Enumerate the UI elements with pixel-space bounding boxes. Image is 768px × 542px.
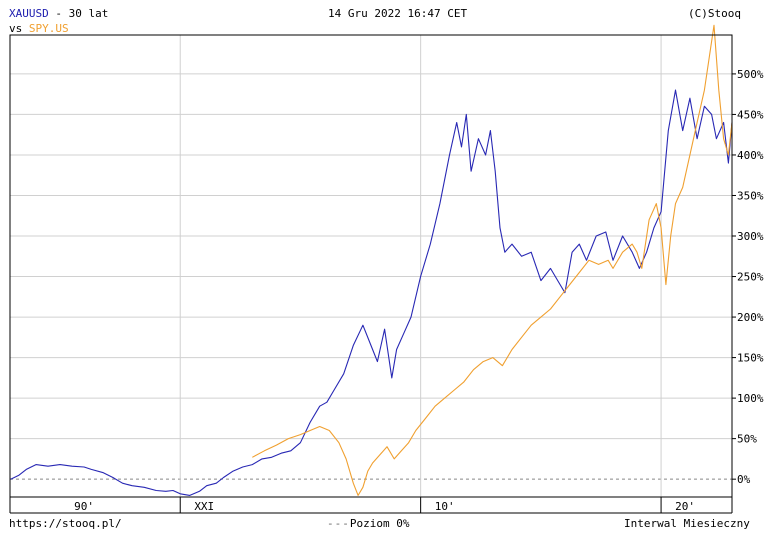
datetime-label: 14 Gru 2022 16:47 CET [328,7,468,20]
vs-label: vs [9,22,23,35]
chart-lines [10,24,733,496]
y-tick-label: 450% [737,108,764,121]
y-tick-label: 50% [737,433,757,446]
level-legend: ---Poziom 0% [327,517,410,530]
symbol-label[interactable]: XAUUSD [9,7,49,20]
x-tick-label: 10' [435,500,455,513]
range-label: - 30 lat [55,7,109,20]
site-url-link[interactable]: https://stooq.pl/ [9,517,122,530]
y-tick-label: 250% [737,271,764,284]
plot-frame [9,34,733,498]
y-tick-label: 500% [737,68,764,81]
chart-frame [9,34,736,514]
y-tick-label: 0% [737,473,751,486]
chart-grid [10,35,732,497]
xauusd-series-line [10,89,733,496]
y-tick-label: 150% [737,352,764,365]
x-tick-label: 20' [675,500,695,513]
y-tick-label: 350% [737,189,764,202]
compare-symbol-label[interactable]: SPY.US [28,22,69,35]
y-axis-labels: 0% 50% 100% 150% 200% 250% 300% 350% 400% 450% 500… [737,68,764,486]
y-tick-label: 200% [737,311,764,324]
compare-line: vs SPY.US [9,22,69,35]
x-axis-labels: 90' XXI 10' 20' [74,500,695,513]
y-tick-label: 300% [737,230,764,243]
x-tick-label: 90' [74,500,94,513]
spy-series-line [252,24,733,496]
chart-title: XAUUSD - 30 lat [9,7,108,20]
y-tick-label: 400% [737,149,764,162]
copyright-label: (C)Stooq [688,7,741,20]
interval-label: Interwal Miesieczny [624,517,750,530]
x-tick-label: XXI [194,500,214,513]
level-label: Poziom 0% [349,517,410,530]
y-tick-label: 100% [737,392,764,405]
